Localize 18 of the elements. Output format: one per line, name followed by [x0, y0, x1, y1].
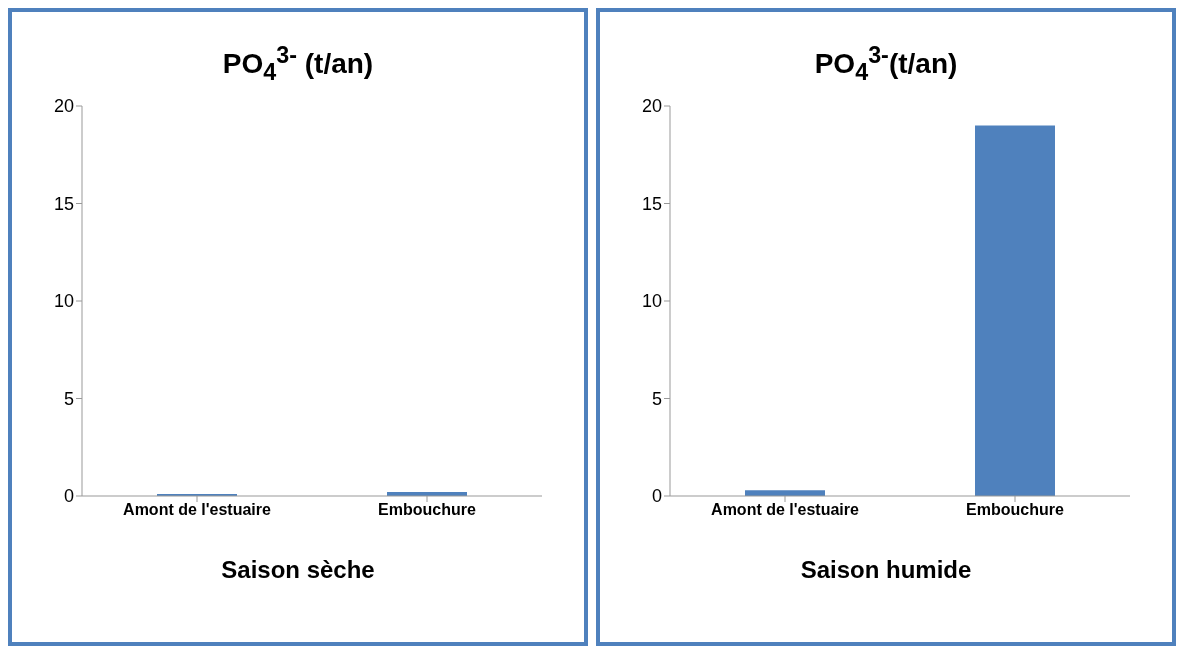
x-tick-label: Embouchure — [378, 501, 476, 519]
x-axis-title: Saison sèche — [220, 555, 376, 584]
y-tick-label: 15 — [641, 193, 662, 214]
x-tick-label: Embouchure — [966, 501, 1064, 519]
chart-title: PO$_{4}$$^{3-}$(t/an) — [813, 42, 959, 86]
y-tick-label: 10 — [53, 291, 74, 312]
x-axis-title: Saison humide — [799, 555, 973, 584]
y-tick-label: 0 — [651, 486, 662, 507]
x-tick-label: Amont de l'estuaire — [711, 501, 860, 519]
y-tick-label: 15 — [53, 193, 74, 214]
chart-title: PO$_{4}$$^{3-}$ (t/an) — [221, 42, 375, 86]
y-tick-label: 0 — [63, 486, 74, 507]
x-tick-label: Amont de l'estuaire — [123, 501, 272, 519]
y-tick-label: 5 — [651, 388, 662, 409]
y-tick-label: 5 — [63, 388, 74, 409]
y-tick-label: 10 — [641, 291, 662, 312]
y-tick-label: 20 — [53, 96, 74, 117]
y-tick-label: 20 — [641, 96, 662, 117]
